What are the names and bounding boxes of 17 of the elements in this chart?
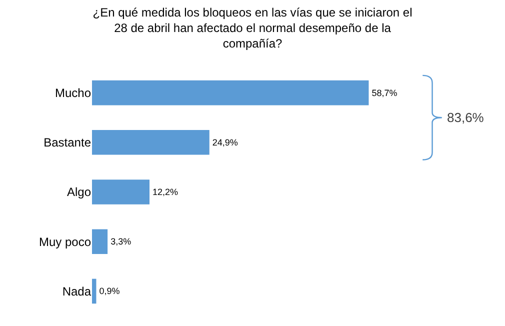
bar bbox=[92, 278, 96, 304]
data-label: 24,9% bbox=[212, 137, 238, 148]
bar bbox=[92, 229, 108, 254]
y-tick-label: Nada bbox=[62, 284, 92, 298]
data-label: 12,2% bbox=[152, 187, 178, 197]
bar bbox=[92, 180, 150, 204]
chart-title: ¿En qué medida los bloqueos en las vías que se iniciaron el 28 de abril han afectado el normal desempeño de la compañía? bbox=[92, 5, 412, 50]
y-tick-label: Muy poco bbox=[38, 234, 92, 249]
data-label: 58,7% bbox=[372, 88, 398, 98]
bar bbox=[92, 80, 369, 106]
data-label: 3,3% bbox=[110, 236, 132, 247]
bar bbox=[92, 130, 210, 155]
y-tick-label: Mucho bbox=[54, 86, 92, 100]
text: 83,6% bbox=[447, 110, 484, 125]
data-label: 0,9% bbox=[99, 286, 120, 296]
y-tick-label: Algo bbox=[66, 185, 92, 200]
y-tick-label: Bastante bbox=[44, 136, 92, 150]
